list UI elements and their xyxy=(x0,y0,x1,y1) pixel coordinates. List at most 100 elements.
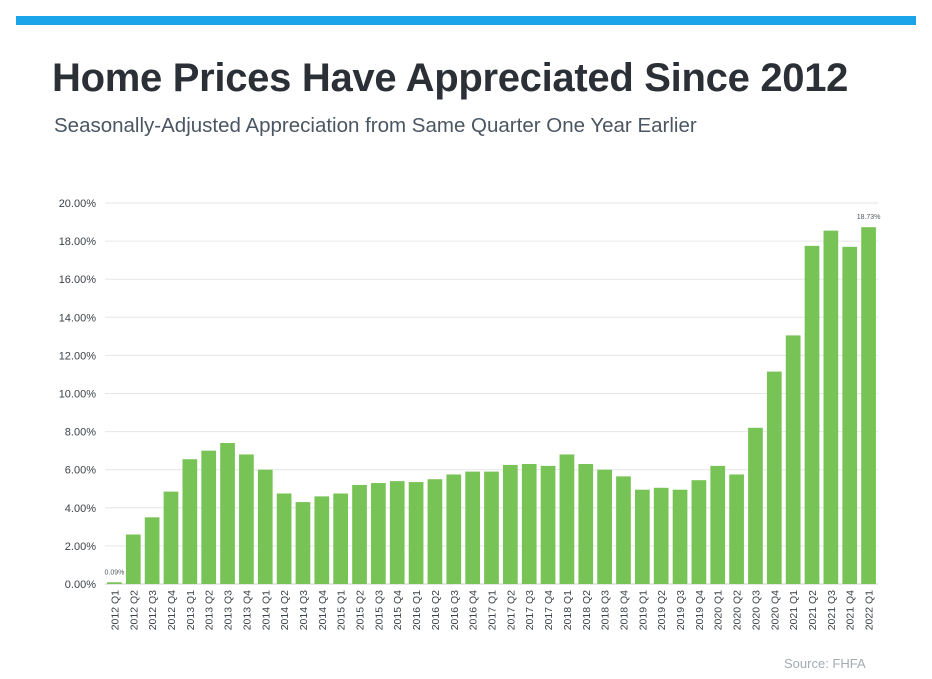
x-tick-label: 2018 Q2 xyxy=(581,590,593,630)
bar-2014-q2 xyxy=(276,493,292,584)
bar-2018-q1 xyxy=(559,454,575,584)
y-tick-label: 4.00% xyxy=(65,503,96,515)
bar-2017-q1 xyxy=(484,471,499,584)
bar-2021-q3 xyxy=(823,230,839,584)
data-label: 0.09% xyxy=(104,569,124,576)
x-tick-label: 2016 Q2 xyxy=(430,590,442,630)
y-tick-label: 6.00% xyxy=(65,465,96,477)
y-tick-label: 16.00% xyxy=(59,274,97,286)
bar-2013-q3 xyxy=(220,443,235,584)
y-tick-label: 10.00% xyxy=(59,389,97,401)
x-tick-label: 2021 Q2 xyxy=(807,590,819,630)
x-tick-label: 2013 Q4 xyxy=(241,590,253,630)
x-tick-label: 2014 Q2 xyxy=(279,590,291,630)
x-tick-label: 2012 Q1 xyxy=(109,590,121,630)
bar-2020-q1 xyxy=(710,465,726,584)
bar-2017-q3 xyxy=(521,463,537,584)
y-tick-label: 12.00% xyxy=(59,350,97,362)
x-tick-label: 2014 Q4 xyxy=(317,590,329,630)
x-tick-label: 2018 Q3 xyxy=(600,590,612,630)
bar-2018-q2 xyxy=(578,463,594,584)
bar-2021-q2 xyxy=(804,245,820,585)
x-tick-label: 2014 Q3 xyxy=(298,590,310,630)
x-tick-label: 2020 Q4 xyxy=(769,590,781,630)
x-tick-label: 2012 Q3 xyxy=(147,590,159,630)
x-tick-label: 2021 Q3 xyxy=(826,590,838,630)
y-tick-label: 2.00% xyxy=(65,541,96,553)
bar-2015-q3 xyxy=(371,483,386,584)
y-tick-label: 14.00% xyxy=(59,312,97,324)
page-title: Home Prices Have Appreciated Since 2012 xyxy=(52,56,849,100)
source-note: Source: FHFA xyxy=(784,656,866,671)
bar-2017-q4 xyxy=(540,465,556,584)
x-tick-label: 2019 Q4 xyxy=(694,590,706,630)
y-tick-label: 18.00% xyxy=(59,236,97,248)
bar-2017-q2 xyxy=(503,464,518,584)
bar-2016-q4 xyxy=(465,471,480,584)
bar-2012-q2 xyxy=(125,534,141,584)
bar-2016-q2 xyxy=(427,479,443,584)
y-tick-label: 0.00% xyxy=(65,579,96,591)
bar-2015-q1 xyxy=(333,493,349,584)
x-tick-label: 2016 Q4 xyxy=(468,590,480,630)
bar-2013-q1 xyxy=(182,459,198,584)
x-tick-label: 2021 Q1 xyxy=(788,590,800,630)
bar-2019-q3 xyxy=(672,489,688,584)
x-tick-label: 2012 Q4 xyxy=(166,590,178,630)
bar-2016-q3 xyxy=(446,474,462,584)
y-tick-label: 20.00% xyxy=(59,198,97,210)
page-subtitle: Seasonally-Adjusted Appreciation from Sa… xyxy=(54,114,697,137)
x-tick-label: 2016 Q1 xyxy=(411,590,423,630)
bar-2016-q1 xyxy=(408,482,424,584)
bar-2020-q4 xyxy=(766,371,782,584)
x-tick-label: 2017 Q2 xyxy=(505,590,517,630)
bar-2020-q3 xyxy=(748,427,763,584)
bar-2013-q4 xyxy=(239,454,254,584)
bar-2015-q2 xyxy=(352,484,367,584)
bars xyxy=(107,227,876,585)
x-tick-label: 2015 Q4 xyxy=(392,590,404,630)
x-tick-label: 2021 Q4 xyxy=(845,590,857,630)
x-tick-label: 2019 Q1 xyxy=(637,590,649,630)
bar-2020-q2 xyxy=(729,474,744,584)
x-tick-label: 2022 Q1 xyxy=(864,590,876,630)
x-tick-label: 2013 Q2 xyxy=(204,590,216,630)
bar-2021-q1 xyxy=(785,335,801,584)
bar-2014-q4 xyxy=(314,496,330,584)
y-axis-tick-labels: 0.00% 2.00% 4.00% 6.00% 8.00% 10.00% 12.00% 14.… xyxy=(59,198,97,591)
x-tick-label: 2013 Q3 xyxy=(223,590,235,630)
x-tick-label: 2017 Q1 xyxy=(487,590,499,630)
x-tick-label: 2016 Q3 xyxy=(449,590,461,630)
x-tick-label: 2014 Q1 xyxy=(260,590,272,630)
bar-2012-q1 xyxy=(107,582,122,584)
bar-2021-q4 xyxy=(842,246,858,584)
bar-2019-q2 xyxy=(653,487,669,584)
x-tick-label: 2015 Q3 xyxy=(373,590,385,630)
bar-2014-q1 xyxy=(257,469,273,584)
x-tick-label: 2012 Q2 xyxy=(128,590,140,630)
x-tick-label: 2020 Q2 xyxy=(732,590,744,630)
data-label: 18.73% xyxy=(857,214,881,221)
x-axis-tick-labels: 2012 Q1 2012 Q2 2012 Q3 2012 Q4 2013 Q1 2013 … xyxy=(109,590,875,630)
x-tick-label: 2018 Q1 xyxy=(562,590,574,630)
bar-2013-q2 xyxy=(201,450,217,584)
x-tick-label: 2017 Q3 xyxy=(524,590,536,630)
data-labels: 0.09% 18.73% xyxy=(104,214,880,576)
bar-2012-q4 xyxy=(163,491,179,584)
x-tick-label: 2015 Q2 xyxy=(355,590,367,630)
y-tick-label: 8.00% xyxy=(65,427,96,439)
bar-2012-q3 xyxy=(144,517,160,584)
bar-2014-q3 xyxy=(295,502,311,584)
x-tick-label: 2020 Q1 xyxy=(713,590,725,630)
x-tick-label: 2019 Q2 xyxy=(656,590,668,630)
x-tick-label: 2018 Q4 xyxy=(618,590,630,630)
bar-2019-q4 xyxy=(691,480,707,584)
bar-2022-q1 xyxy=(861,227,876,585)
bar-2019-q1 xyxy=(634,489,650,584)
x-tick-label: 2020 Q3 xyxy=(750,590,762,630)
accent-bar xyxy=(16,16,916,25)
x-tick-label: 2015 Q1 xyxy=(336,590,348,630)
x-tick-label: 2013 Q1 xyxy=(185,590,197,630)
bar-2015-q4 xyxy=(389,481,405,584)
